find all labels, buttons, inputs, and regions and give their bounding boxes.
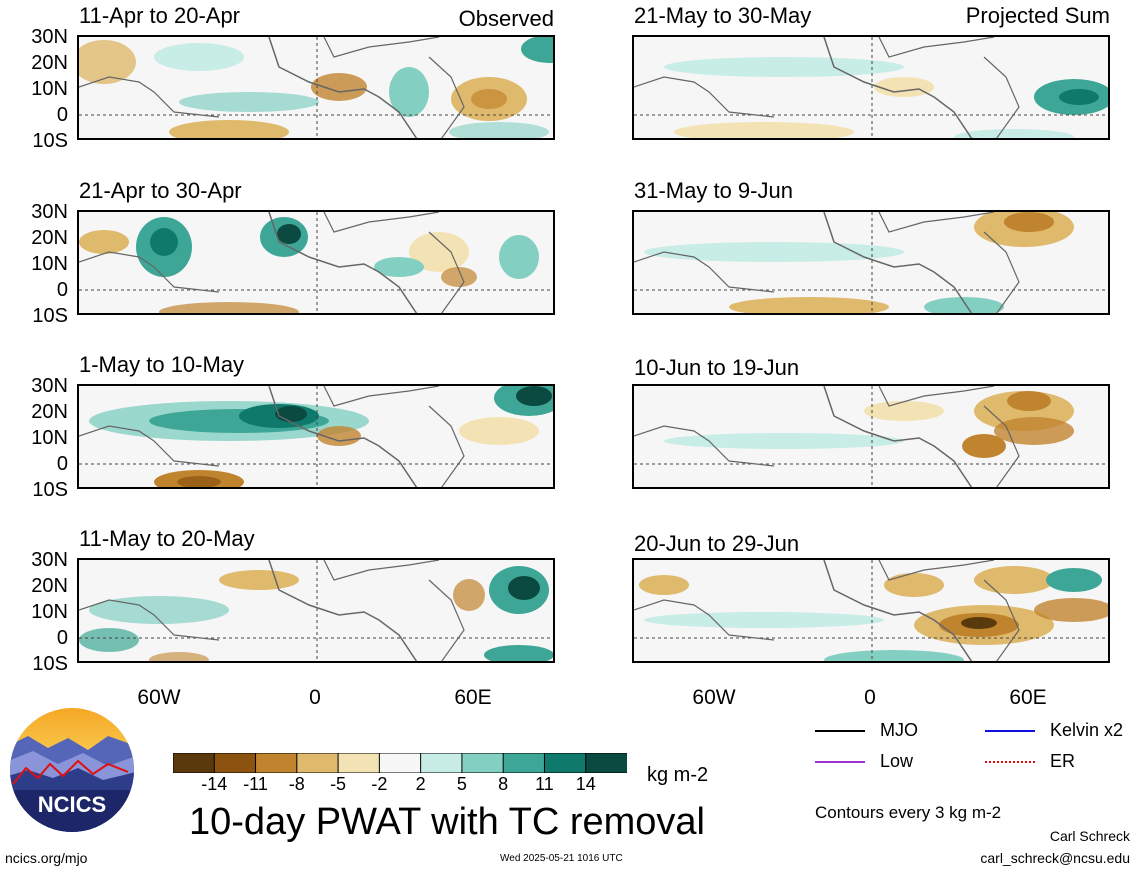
lat-label: 20N: [31, 575, 68, 597]
colorbar-swatch: [337, 752, 381, 774]
lat-label: 10N: [31, 601, 68, 623]
colorbar-swatch: [461, 752, 505, 774]
map-panel-left-3: [77, 384, 555, 489]
colorbar: [172, 752, 629, 774]
lat-label: 20N: [31, 401, 68, 423]
lat-label: 0: [56, 627, 68, 649]
lat-label: 10N: [31, 78, 68, 100]
legend-label-kelvin: Kelvin x2: [1050, 720, 1124, 740]
lon-label-left-60e: 60E: [454, 686, 492, 709]
panel-title-left-2: 21-Apr to 30-Apr: [79, 178, 242, 203]
projected-sum-label: Projected Sum: [965, 3, 1110, 28]
lat-label: 30N: [31, 201, 68, 223]
contours-note: Contours every 3 kg m-2: [815, 803, 1002, 822]
colorbar-swatch: [172, 752, 216, 774]
panel-title-left-1: 11-Apr to 20-Apr: [79, 3, 241, 28]
legend-label-low: Low: [880, 751, 914, 771]
lat-label: 10S: [32, 130, 68, 152]
colorbar-tick-label: -11: [243, 774, 268, 794]
footer-site[interactable]: ncics.org/mjo: [5, 850, 88, 866]
footer-timestamp: Wed 2025-05-21 1016 UTC: [500, 853, 623, 864]
legend-item-low: Low: [815, 751, 913, 772]
footer-email[interactable]: carl_schreck@ncsu.edu: [980, 850, 1130, 866]
colorbar-swatch: [213, 752, 257, 774]
legend-item-er: ER: [985, 751, 1075, 772]
lon-label-right-60e: 60E: [1009, 686, 1047, 709]
colorbar-ticks: -14 -11 -8 -5 -2 2 5 8 11 14: [173, 774, 627, 796]
legend-label-mjo: MJO: [880, 720, 919, 740]
colorbar-tick-label: 14: [575, 774, 596, 794]
colorbar-swatch: [255, 752, 298, 774]
lat-label: 0: [56, 453, 68, 475]
lat-label: 30N: [31, 375, 68, 397]
lat-label: 20N: [31, 227, 68, 249]
map-panel-right-2: [632, 210, 1110, 315]
colorbar-unit: kg m-2: [647, 764, 709, 786]
colorbar-swatch: [502, 752, 546, 774]
lon-label-left-60w: 60W: [137, 686, 181, 709]
colorbar-tick-label: 8: [498, 774, 509, 794]
colorbar-tick-label: -14: [201, 774, 228, 794]
lat-label: 0: [56, 104, 68, 126]
lon-label-right-60w: 60W: [692, 686, 736, 709]
colorbar-tick-label: -2: [371, 774, 388, 794]
panel-title-right-1: 21-May to 30-May: [634, 3, 812, 28]
map-panel-left-4: [77, 558, 555, 663]
legend-item-mjo: MJO: [815, 720, 918, 741]
colorbar-swatch: [543, 752, 587, 774]
lat-label: 10N: [31, 253, 68, 275]
lon-label-right-0: 0: [864, 686, 876, 709]
legend-line-kelvin: [985, 730, 1035, 733]
lon-label-left-0: 0: [309, 686, 321, 709]
panel-title-right-3: 10-Jun to 19-Jun: [634, 355, 800, 380]
panel-title-left-4: 11-May to 20-May: [79, 526, 255, 551]
main-title: 10-day PWAT with TC removal: [189, 801, 705, 843]
ncics-logo: NCICS: [8, 706, 136, 834]
lat-label: 30N: [31, 549, 68, 571]
map-panel-right-4: [632, 558, 1110, 663]
lat-label: 20N: [31, 52, 68, 74]
colorbar-tick-label: 5: [456, 774, 467, 794]
lat-label: 10N: [31, 427, 68, 449]
logo-text: NCICS: [38, 792, 106, 817]
colorbar-tick-label: 2: [415, 774, 426, 794]
lat-label: 10S: [32, 479, 68, 501]
map-panel-left-2: [77, 210, 555, 315]
legend-item-kelvin: Kelvin x2: [985, 720, 1123, 741]
colorbar-tick-label: 11: [535, 774, 554, 794]
colorbar-tick-label: -5: [330, 774, 347, 794]
colorbar-tick-label: -8: [288, 774, 305, 794]
legend-label-er: ER: [1050, 751, 1076, 771]
panel-title-right-2: 31-May to 9-Jun: [634, 178, 793, 203]
colorbar-swatch: [378, 752, 422, 774]
panel-title-left-3: 1-May to 10-May: [79, 352, 245, 377]
footer-author: Carl Schreck: [1049, 828, 1130, 844]
map-panel-right-1: [632, 35, 1110, 140]
observed-label: Observed: [458, 6, 554, 31]
legend-line-mjo: [815, 730, 865, 733]
colorbar-swatch: [585, 752, 629, 774]
map-panel-left-1: [77, 35, 555, 140]
wave-legend: MJO Kelvin x2 Low ER: [815, 720, 1135, 780]
legend-line-low: [815, 761, 865, 764]
colorbar-swatch: [296, 752, 340, 774]
legend-line-er: [985, 761, 1035, 764]
lat-label: 10S: [32, 305, 68, 327]
map-panel-right-3: [632, 384, 1110, 489]
lat-label: 10S: [32, 653, 68, 675]
lat-label: 0: [56, 279, 68, 301]
colorbar-swatch: [420, 752, 463, 774]
panel-title-right-4: 20-Jun to 29-Jun: [634, 531, 800, 556]
lat-label: 30N: [31, 26, 68, 48]
